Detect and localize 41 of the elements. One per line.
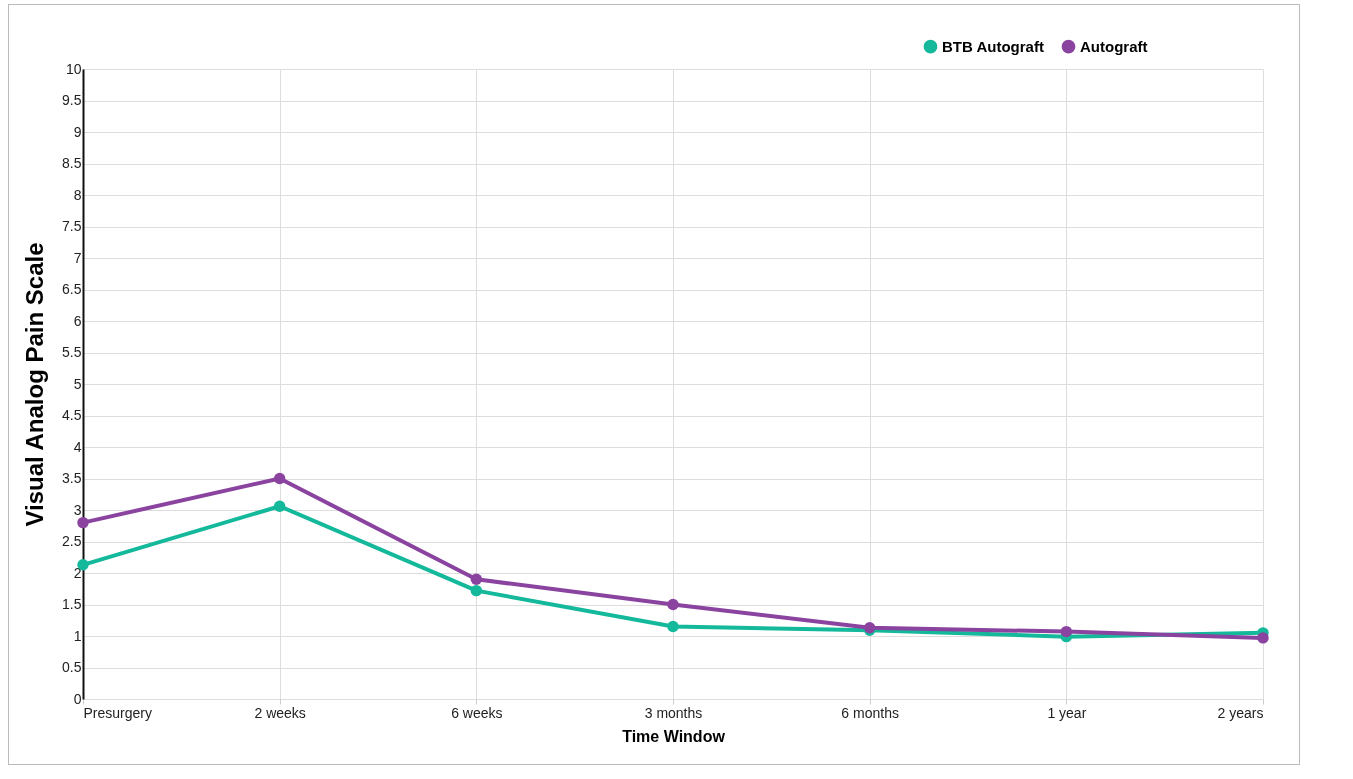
x-tick-label: 3 months — [644, 704, 703, 721]
y-tick-label: 7 — [73, 249, 82, 266]
y-tick-label: 3.5 — [62, 470, 82, 486]
y-tick-label: 4.5 — [62, 407, 82, 423]
y-axis-title: Visual Analog Pain Scale — [21, 242, 49, 527]
x-axis-title: Time Window — [622, 727, 726, 745]
y-tick-label: 9.5 — [62, 92, 82, 108]
y-tick-label: 1.5 — [62, 596, 82, 612]
x-tick-label: 6 months — [841, 704, 899, 721]
x-tick-label: 2 weeks — [254, 704, 306, 721]
point — [1257, 632, 1269, 644]
legend-label: Autograft — [1080, 37, 1148, 55]
point — [667, 620, 679, 633]
point — [1060, 625, 1073, 638]
y-tick-label: 6.5 — [62, 281, 82, 297]
y-tick-label: 6 — [73, 312, 82, 329]
y-tick-label: 10 — [65, 60, 82, 77]
point — [77, 516, 89, 529]
x-tick-label: 2 years — [1217, 704, 1264, 721]
y-tick-label: 3 — [73, 501, 82, 518]
y-tick-label: 0.5 — [62, 659, 82, 675]
y-tick-label: 8 — [73, 186, 82, 203]
x-tick-label: 6 weeks — [451, 704, 503, 721]
y-tick-label: 8.5 — [62, 155, 82, 171]
point — [667, 598, 679, 611]
point — [273, 472, 286, 485]
legend-label: BTB Autograft — [942, 37, 1044, 55]
y-tick-label: 0 — [73, 690, 82, 707]
x-tick-label: 1 year — [1047, 704, 1087, 721]
point — [470, 584, 483, 597]
y-tick-label: 5.5 — [62, 344, 82, 360]
y-tick-label: 2.5 — [62, 533, 82, 549]
point — [470, 573, 483, 585]
y-tick-label: 2 — [73, 564, 82, 581]
point — [273, 500, 286, 512]
y-tick-label: 9 — [73, 123, 82, 140]
y-tick-label: 5 — [73, 375, 82, 392]
y-tick-label: 1 — [73, 627, 82, 644]
y-tick-label: 4 — [73, 438, 82, 455]
x-tick-label: Presurgery — [83, 704, 152, 721]
y-tick-label: 7.5 — [62, 218, 82, 234]
